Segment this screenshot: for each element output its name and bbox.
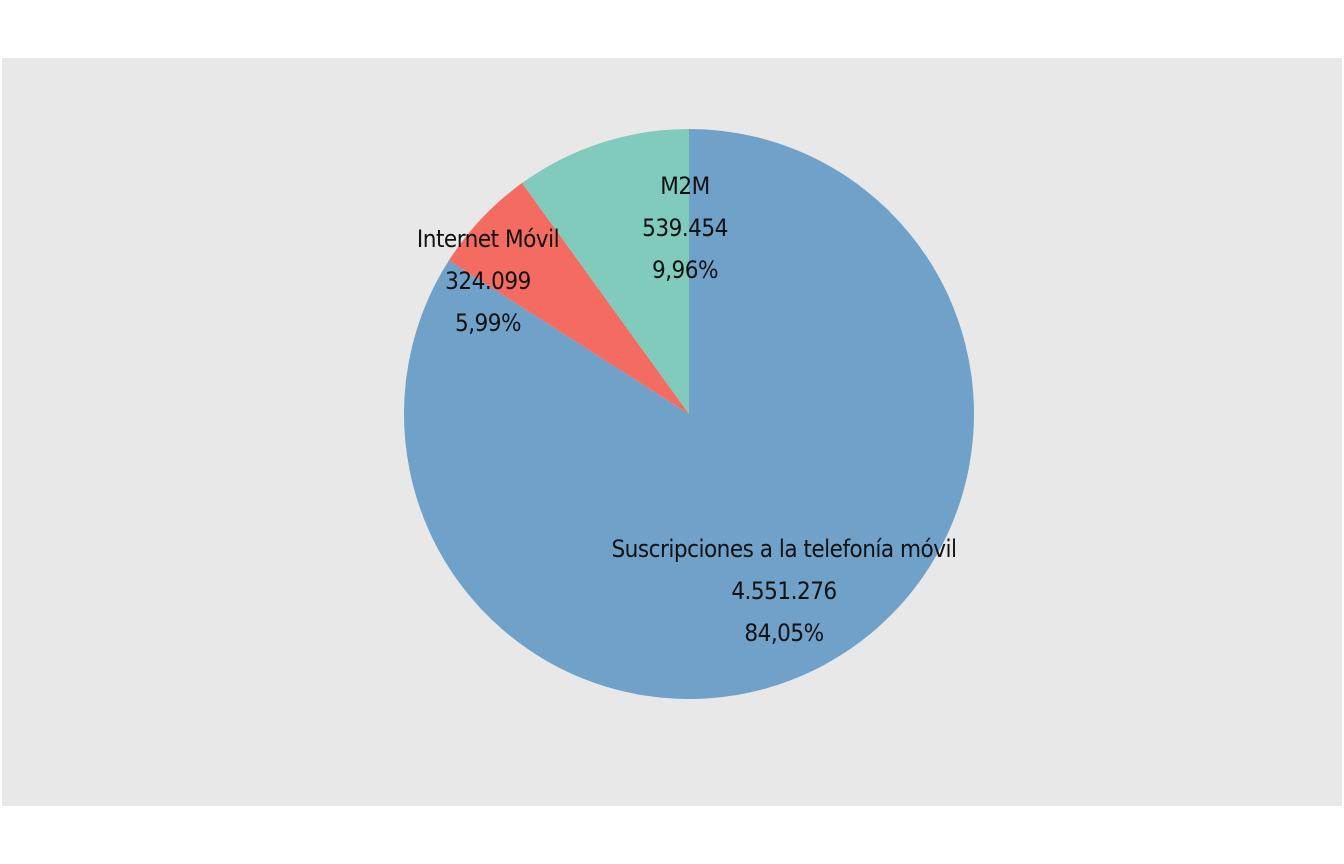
slice-label-telefonia: Suscripciones a la telefonía móvil (611, 535, 956, 563)
slice-value-m2m: 539.454 (642, 214, 728, 242)
slice-m2m (522, 129, 689, 414)
slice-percent-internet-movil: 5,99% (455, 309, 521, 337)
slice-value-internet-movil: 324.099 (445, 267, 531, 295)
slice-internet-movil (448, 183, 689, 414)
slice-label-m2m: M2M (660, 172, 710, 200)
slice-value-telefonia: 4.551.276 (731, 577, 836, 605)
slice-percent-m2m: 9,96% (652, 256, 718, 284)
slice-percent-telefonia: 84,05% (744, 619, 823, 647)
slice-telefonia-movil (404, 129, 975, 699)
slice-label-internet-movil: Internet Móvil (417, 225, 559, 253)
pie-labels: Suscripciones a la telefonía móvil 4.551… (417, 172, 957, 647)
pie-slices (404, 129, 975, 699)
